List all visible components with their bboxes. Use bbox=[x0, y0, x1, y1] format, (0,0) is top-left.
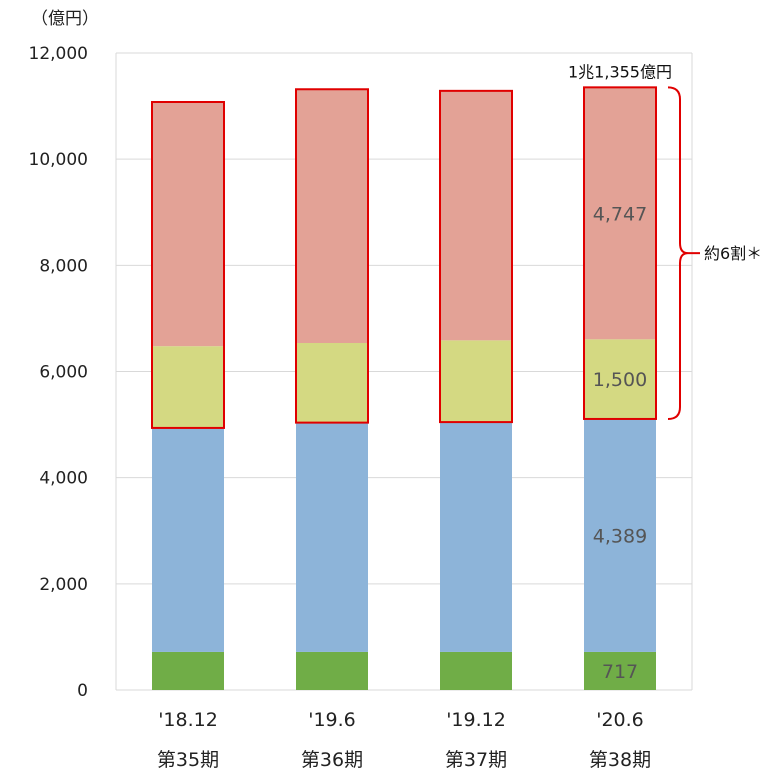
data-label: 1,500 bbox=[593, 369, 647, 391]
x-tick-period: '19.12 bbox=[446, 709, 506, 731]
x-tick-period: '19.6 bbox=[308, 709, 356, 731]
bar-segment-series-3-cat-2 bbox=[440, 90, 512, 341]
bar-segment-series-0-cat-1 bbox=[296, 651, 368, 690]
y-tick-label: 8,000 bbox=[39, 256, 88, 276]
data-label: 4,389 bbox=[593, 525, 647, 547]
x-tick-term: 第36期 bbox=[301, 749, 363, 771]
y-tick-label: 10,000 bbox=[29, 150, 88, 170]
highlight-box-cat-1 bbox=[295, 88, 369, 424]
x-tick-period: '18.12 bbox=[158, 709, 218, 731]
data-label: 717 bbox=[602, 661, 638, 683]
y-tick-label: 4,000 bbox=[39, 469, 88, 489]
x-tick-term: 第37期 bbox=[445, 749, 507, 771]
bar-segment-series-0-cat-0 bbox=[152, 651, 224, 690]
y-tick-label: 12,000 bbox=[29, 44, 88, 64]
data-labels: 717 4,389 1,500 4,747 bbox=[593, 203, 647, 683]
highlight-boxes bbox=[151, 86, 657, 429]
bracket-shape bbox=[667, 86, 689, 420]
x-tick-term: 第35期 bbox=[157, 749, 219, 771]
bar-segment-series-0-cat-3 bbox=[584, 651, 656, 690]
total-label: 1兆1,355億円 bbox=[568, 62, 672, 81]
bar-segment-series-3-cat-1 bbox=[296, 89, 368, 343]
bar-segment-series-1-cat-1 bbox=[296, 422, 368, 652]
bar-stacks bbox=[152, 87, 656, 690]
highlight-box-cat-0 bbox=[151, 100, 225, 429]
y-tick-label: 0 bbox=[77, 681, 88, 701]
data-label: 4,747 bbox=[593, 203, 647, 225]
bar-segment-series-0-cat-2 bbox=[440, 651, 512, 690]
bar-segment-series-1-cat-0 bbox=[152, 427, 224, 652]
bar-segment-series-3-cat-3 bbox=[584, 87, 656, 340]
x-tick-term: 第38期 bbox=[589, 749, 651, 771]
x-axis-labels: '18.12 第35期 '19.6 第36期 '19.12 第37期 '20.6 第38期 bbox=[157, 709, 651, 771]
y-tick-label: 2,000 bbox=[39, 575, 88, 595]
y-unit-label: （億円） bbox=[31, 9, 99, 29]
highlight-box-cat-2 bbox=[439, 89, 513, 424]
bar-segment-series-2-cat-2 bbox=[440, 340, 512, 423]
bar-segment-series-1-cat-2 bbox=[440, 422, 512, 652]
bracket-label: 約6割＊ bbox=[704, 244, 762, 263]
y-tick-label: 6,000 bbox=[39, 363, 88, 383]
bar-segment-series-2-cat-3 bbox=[584, 339, 656, 419]
bar-segment-series-2-cat-1 bbox=[296, 342, 368, 423]
bar-segment-series-2-cat-0 bbox=[152, 346, 224, 428]
x-tick-period: '20.6 bbox=[596, 709, 644, 731]
bar-segment-series-1-cat-3 bbox=[584, 418, 656, 652]
y-axis-ticks: 0 2,000 4,000 6,000 8,000 10,000 12,000 bbox=[29, 44, 88, 701]
bar-segment-series-3-cat-0 bbox=[152, 101, 224, 347]
highlight-box-cat-3 bbox=[583, 86, 657, 420]
